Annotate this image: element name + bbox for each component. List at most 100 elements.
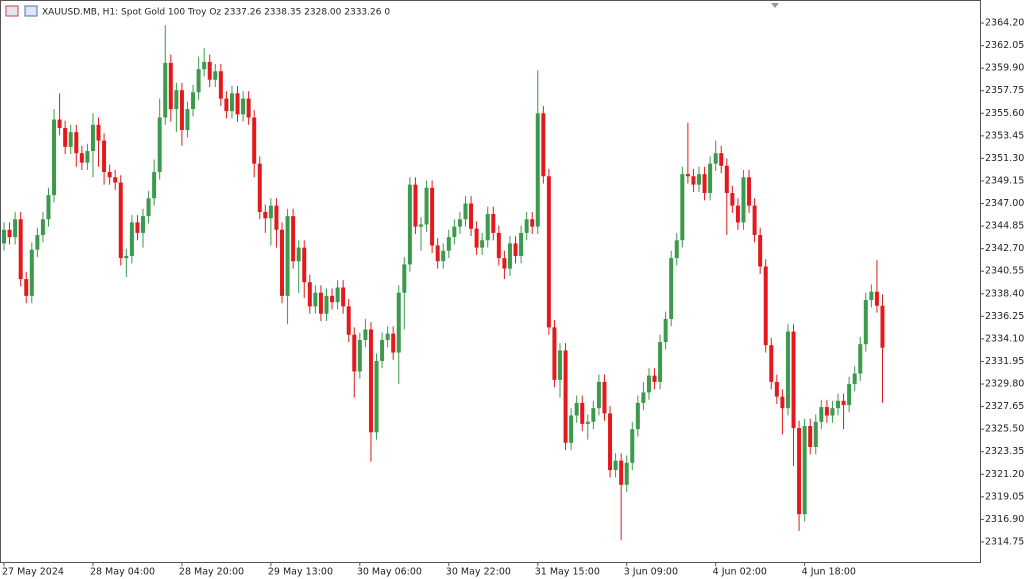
candle-body [435,245,440,262]
y-tick-label: 2321.20 [985,469,1024,480]
y-tick-label: 2314.75 [985,536,1024,547]
candle-body [546,176,551,328]
candle-body [157,117,162,173]
candle-body [68,132,73,147]
candle-body [163,62,168,118]
y-tick-label: 2336.25 [985,311,1024,322]
candle-body [385,333,390,340]
candle-body [485,214,490,241]
candle-body [747,177,752,206]
candle-body [35,235,40,250]
x-tick-label: 29 May 13:00 [268,567,333,578]
candle-body [769,345,774,382]
candle-body [90,124,95,152]
candle-body [285,216,290,296]
candle-body [724,165,729,194]
candle-body [229,93,234,112]
candle-body [730,193,735,206]
candle-body [2,229,6,244]
candle-body [474,228,479,248]
candle-body [535,113,540,227]
candle-body [263,211,268,219]
y-tick-label: 2327.65 [985,401,1024,412]
candle-body [18,219,23,280]
candle-body [113,177,118,183]
y-tick-label: 2364.20 [985,18,1024,29]
candle-body [841,400,846,406]
candle-body [96,124,101,141]
candle-body [313,292,318,307]
candle-body [702,174,707,194]
candle-body [419,224,423,227]
y-tick-label: 2342.70 [985,243,1024,254]
candle-body [413,184,418,227]
candle-body [674,240,679,259]
y-tick-label: 2349.15 [985,175,1024,186]
candle-body [869,291,874,301]
candle-body [496,232,501,259]
candle-body [741,177,746,223]
candle-body [591,408,596,422]
candle-body [652,375,657,382]
candle-body [441,250,446,262]
candle-body [691,176,696,185]
candle-body [619,460,624,485]
candle-body [352,334,357,372]
candle-body [341,287,346,307]
candle-body [241,98,246,115]
candle-body [396,292,401,353]
candle-body [280,229,284,296]
candle-body [318,292,323,314]
candle-body [519,232,524,256]
candle-body [357,339,362,372]
candle-body [257,163,262,212]
y-tick-label: 2325.50 [985,424,1024,435]
candle-body [563,350,568,443]
y-tick-label: 2319.05 [985,491,1024,502]
candle-body [858,344,863,374]
candle-body [463,203,468,220]
candle-body [246,98,251,118]
candle-body [307,282,312,307]
candle-body [863,300,868,345]
candle-body [24,279,29,296]
candle-body [524,219,529,233]
candle-body [558,350,562,380]
x-tick-label: 30 May 06:00 [357,567,422,578]
candle-body [74,132,79,154]
candle-body [135,222,140,233]
candle-body [174,90,179,110]
icon [24,5,38,17]
candle-body [85,151,90,163]
y-tick-label: 2331.95 [985,356,1024,367]
candle-body [452,226,457,238]
candle-body [124,256,129,259]
candle-body [635,402,640,430]
candle-body [430,187,435,246]
candle-body [446,237,451,251]
y-tick-label: 2334.10 [985,333,1024,344]
y-tick-label: 2340.55 [985,266,1024,277]
candle-body [196,69,201,93]
candle-body [552,327,557,380]
candle-body [780,396,785,409]
candle-body [735,205,740,223]
chart-title: XAUUSD.MB, H1: Spot Gold 100 Troy Oz 233… [42,8,390,18]
candle-body [79,153,84,163]
candle-body [697,174,701,185]
plot-frame [0,0,981,563]
candle-body [530,219,535,227]
candle-body [669,258,674,319]
x-tick-label: 28 May 04:00 [90,567,155,578]
icon [5,5,19,17]
candle-body [40,219,45,236]
x-tick-label: 4 Jun 02:00 [713,567,767,578]
candle-body [13,219,18,238]
candle-body [852,373,857,385]
candle-body [374,360,379,433]
y-tick-label: 2329.80 [985,379,1024,390]
candle-body [129,222,134,256]
candle-body [658,342,663,382]
candle-body [207,61,212,80]
